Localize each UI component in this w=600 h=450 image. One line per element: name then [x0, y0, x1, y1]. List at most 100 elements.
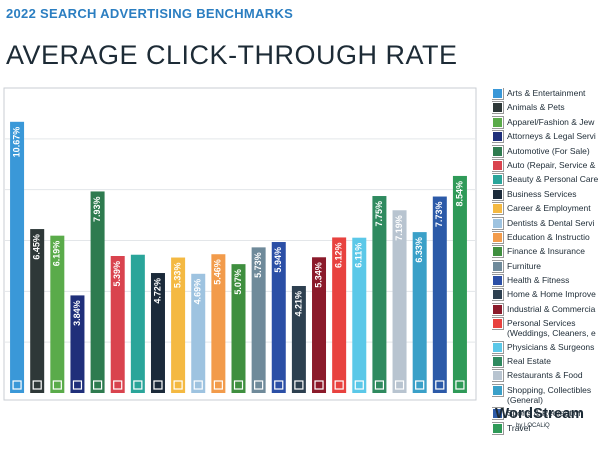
legend: Arts & Entertainment Animals & Pets Appare… [492, 88, 600, 437]
value-label: 5.33% [172, 263, 182, 289]
legend-entry: Apparel/Fashion & Jew [492, 115, 600, 129]
legend-entry: Dentists & Dental Servi [492, 216, 600, 230]
legend-label: Education & Instructio [507, 231, 590, 242]
legend-swatch [492, 187, 504, 201]
bar-icon [153, 380, 163, 390]
legend-entry: Beauty & Personal Care [492, 173, 600, 187]
legend-swatch [492, 158, 504, 172]
legend-entry: Animals & Pets [492, 101, 600, 115]
bar [50, 235, 65, 393]
legend-label: Business Services [507, 188, 577, 199]
bar-icon [173, 380, 183, 390]
legend-entry: Arts & Entertainment [492, 88, 600, 100]
legend-swatch [492, 369, 504, 383]
value-label: 8.54% [454, 181, 464, 207]
legend-swatch [492, 274, 504, 288]
bar-icon [133, 380, 143, 390]
legend-swatch [492, 202, 504, 216]
bar [231, 264, 246, 393]
legend-entry: Furniture [492, 259, 600, 273]
bar [372, 196, 387, 393]
legend-swatch [492, 101, 504, 115]
legend-swatch [492, 302, 504, 316]
legend-label: Health & Fitness [507, 275, 570, 286]
value-label: 5.34% [313, 262, 323, 288]
chart-title: AVERAGE CLICK-THROUGH RATE [6, 40, 458, 70]
legend-swatch [492, 88, 504, 100]
legend-swatch [492, 245, 504, 259]
legend-label: Animals & Pets [507, 102, 565, 113]
bar [452, 175, 467, 393]
legend-label: Industrial & Commercia [507, 303, 596, 314]
legend-label: Sports & Recreation [507, 408, 584, 419]
bar [10, 121, 25, 393]
bar [432, 196, 447, 393]
bar [191, 273, 206, 393]
bar [332, 237, 347, 393]
value-label: 5.39% [112, 261, 122, 287]
legend-swatch [492, 173, 504, 187]
value-label: 7.93% [92, 196, 102, 222]
legend-swatch [492, 144, 504, 158]
bar-icon [72, 380, 83, 390]
legend-swatch [492, 355, 504, 369]
legend-swatch [492, 421, 504, 435]
legend-label: Shopping, Collectibles (General) [507, 384, 592, 405]
bar-icon [113, 380, 123, 390]
legend-label: Furniture [507, 260, 542, 271]
value-label: 5.07% [233, 269, 243, 295]
legend-swatch [492, 288, 504, 302]
bar [90, 191, 105, 393]
bar-icon [294, 380, 304, 390]
legend-entry: Travel [492, 421, 600, 435]
legend-label: Restaurants & Food [507, 370, 583, 381]
legend-label: Automotive (For Sale) [507, 145, 590, 156]
bar-icon [374, 380, 385, 390]
value-label: 5.94% [273, 247, 283, 273]
bar-icon [354, 380, 364, 390]
bar [211, 254, 226, 393]
legend-entry: Home & Home Improve [492, 288, 600, 302]
legend-label: Finance & Insurance [507, 246, 585, 257]
bar-icon [193, 380, 203, 390]
bar-icon [435, 380, 445, 390]
legend-label: Career & Employment [507, 203, 591, 214]
legend-entry: Education & Instructio [492, 230, 600, 244]
legend-entry: Auto (Repair, Service & [492, 158, 600, 172]
bar [130, 254, 145, 393]
chart: 10.67% 6.45% 6.19% 3.84% 7.93% 5.39% 4.72% 5.33… [3, 87, 477, 401]
bar [291, 285, 306, 393]
legend-entry: Career & Employment [492, 202, 600, 216]
value-label: 4.69% [193, 279, 203, 305]
legend-label: Auto (Repair, Service & [507, 159, 596, 170]
bar-icon [12, 380, 22, 390]
legend-swatch [492, 407, 504, 421]
bar [312, 257, 327, 393]
bar-icon [32, 380, 42, 390]
legend-label: Arts & Entertainment [507, 88, 586, 98]
legend-entry: Personal Services (Weddings, Cleaners, e [492, 317, 600, 339]
subtitle: 2022 SEARCH ADVERTISING BENCHMARKS [6, 6, 294, 21]
legend-label: Personal Services (Weddings, Cleaners, e [507, 318, 596, 339]
value-label: 6.33% [414, 237, 424, 263]
legend-swatch [492, 259, 504, 273]
bar-icon [455, 380, 465, 390]
value-label: 7.75% [374, 201, 384, 227]
value-label: 4.21% [293, 291, 303, 317]
legend-swatch [492, 216, 504, 230]
legend-swatch [492, 317, 504, 331]
legend-entry: Real Estate [492, 355, 600, 369]
legend-entry: Automotive (For Sale) [492, 144, 600, 158]
legend-entry: Industrial & Commercia [492, 302, 600, 316]
bar [70, 295, 85, 393]
value-label: 7.73% [434, 202, 444, 228]
value-label: 5.73% [253, 252, 263, 278]
bar [271, 242, 286, 393]
legend-label: Real Estate [507, 356, 551, 367]
bar [412, 232, 427, 393]
bar-icon [233, 380, 244, 390]
legend-entry: Sports & Recreation [492, 407, 600, 421]
logo-sub: by LOCALiQ [516, 423, 550, 429]
bar [110, 256, 125, 393]
